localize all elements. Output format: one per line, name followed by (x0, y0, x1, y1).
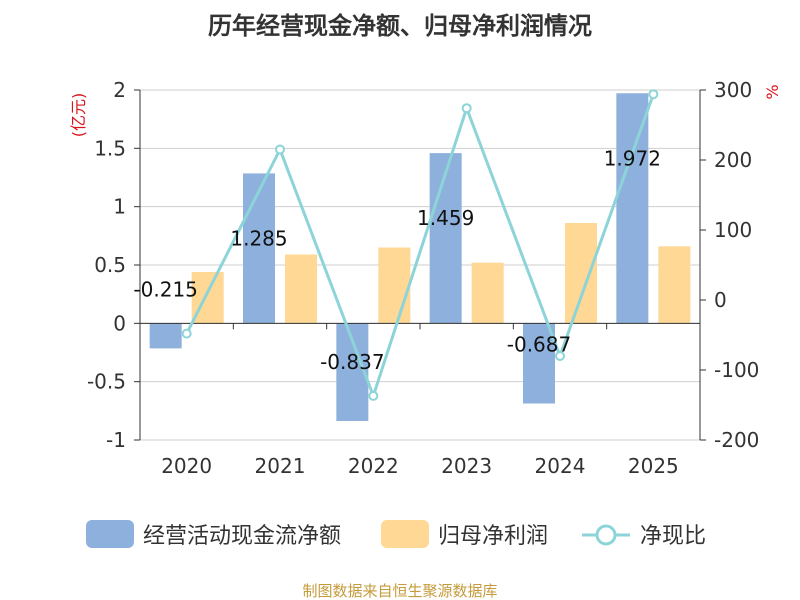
left-tick-label: -0.5 (87, 370, 126, 394)
data-label-cash-2024: -0.687 (507, 332, 571, 356)
legend: 经营活动现金流净额 归母净利润 净现比 (86, 520, 706, 549)
left-tick-label: -1 (106, 428, 126, 452)
legend-swatch-profit (381, 520, 429, 548)
ratio-point-2020 (181, 328, 192, 339)
right-tick-label: 0 (714, 288, 727, 312)
chart-title: 历年经营现金净额、归母净利润情况 (208, 12, 592, 40)
bar-profit-2021 (285, 254, 317, 324)
tick-labels: -1 -0.5 0 0.5 1 1.5 2 -200 -100 0 100 200 300 2020 202… (87, 78, 759, 478)
legend-label-ratio: 净现比 (640, 524, 706, 549)
bar-profit-2023 (471, 262, 504, 324)
left-tick-label: 1 (113, 195, 126, 219)
data-label-cash-2020: -0.215 (133, 277, 197, 301)
left-tick-label: 0.5 (94, 253, 126, 277)
right-tick-label: 300 (714, 78, 752, 102)
right-axis-unit: % (763, 84, 782, 99)
source-note: 制图数据来自恒生聚源数据库 (302, 582, 497, 600)
data-label-cash-2022: -0.837 (320, 350, 384, 374)
legend-marker-ratio (595, 524, 617, 546)
left-axis-unit: (亿元) (69, 93, 88, 138)
ratio-point-2024 (555, 351, 565, 361)
data-label-cash-2023: 1.459 (417, 206, 474, 230)
x-tick-label-2023: 2023 (441, 454, 492, 478)
ratio-point-2025 (648, 89, 659, 100)
data-labels: -0.215 1.285 -0.837 1.459 -0.687 1.972 (133, 146, 661, 374)
bar-cash-2023 (429, 153, 462, 324)
bar-profit-2025 (658, 246, 691, 324)
x-tick-label-2024: 2024 (535, 454, 586, 478)
bar-cash-2020 (149, 323, 182, 349)
x-tick-label-2021: 2021 (255, 454, 306, 478)
right-tick-label: 200 (714, 148, 752, 172)
x-tick-label-2025: 2025 (628, 454, 679, 478)
data-label-cash-2021: 1.285 (230, 226, 287, 250)
bar-profit-2024 (565, 223, 597, 324)
right-tick-label: 100 (714, 218, 752, 242)
left-tick-label: 0 (113, 311, 126, 335)
left-tick-label: 2 (113, 78, 126, 102)
legend-label-profit: 归母净利润 (438, 524, 548, 549)
ratio-point-2023 (461, 103, 472, 114)
bar-profit-2022 (378, 247, 411, 324)
bar-cash-2024 (523, 323, 555, 404)
bars (149, 93, 691, 421)
ratio-line (181, 89, 659, 401)
legend-label-cash: 经营活动现金流净额 (143, 524, 341, 549)
ratio-line-path (185, 93, 655, 401)
x-tick-label-2020: 2020 (161, 454, 212, 478)
ratio-point-2021 (275, 144, 285, 155)
bar-cash-2025 (616, 93, 649, 324)
left-tick-label: 1.5 (94, 136, 126, 160)
right-tick-label: -200 (714, 428, 759, 452)
right-tick-label: -100 (714, 358, 759, 382)
ratio-point-2022 (368, 390, 379, 401)
legend-swatch-cash (86, 520, 134, 548)
bar-cash-2021 (243, 173, 275, 324)
x-tick-label-2022: 2022 (348, 454, 399, 478)
data-label-cash-2025: 1.972 (604, 146, 661, 170)
grid (140, 89, 700, 441)
axes (134, 89, 706, 441)
